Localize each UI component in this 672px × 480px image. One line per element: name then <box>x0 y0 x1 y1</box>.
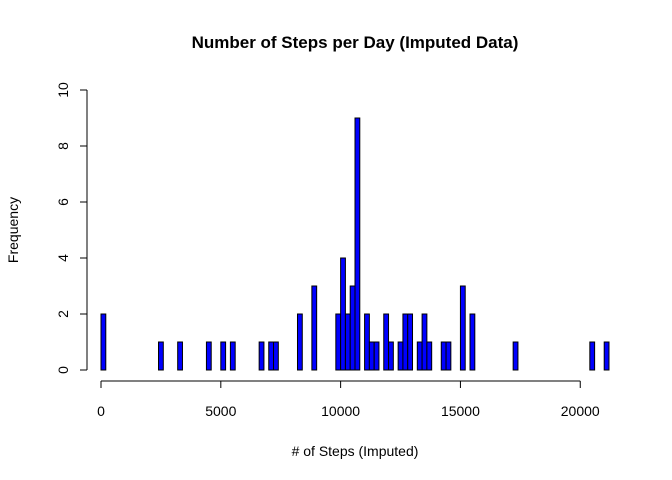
histogram-bar <box>440 341 447 371</box>
histogram-bar <box>388 341 394 371</box>
y-tick-label: 8 <box>55 142 71 150</box>
histogram-bar <box>469 313 476 371</box>
histogram-bar <box>364 313 370 371</box>
histogram-bar <box>407 313 414 371</box>
histogram-bar <box>296 313 303 371</box>
x-axis-label: # of Steps (Imputed) <box>292 443 419 459</box>
histogram-bar <box>512 341 519 371</box>
y-axis: 0 2 4 6 8 10 <box>55 82 88 374</box>
histogram-bar <box>589 341 596 371</box>
histogram-bar <box>100 313 107 371</box>
histogram-bar <box>402 313 409 371</box>
y-axis-label: Frequency <box>5 197 21 263</box>
y-tick-label: 2 <box>55 310 71 318</box>
histogram-bar <box>220 341 227 371</box>
histogram-bar <box>397 341 404 371</box>
x-tick-label: 0 <box>97 403 105 419</box>
histogram-bar <box>340 257 346 371</box>
histogram-bar <box>426 341 433 371</box>
chart-title: Number of Steps per Day (Imputed Data) <box>192 33 519 52</box>
histogram-bar <box>311 285 318 371</box>
y-tick-label: 10 <box>55 82 71 98</box>
histogram-bar <box>421 313 428 371</box>
histogram-bar <box>273 341 279 371</box>
histogram-bar <box>335 313 342 371</box>
y-tick-label: 6 <box>55 198 71 206</box>
histogram-bar <box>368 341 375 371</box>
histogram-bar <box>258 341 265 371</box>
y-tick-label: 4 <box>55 254 71 262</box>
x-tick-label: 5000 <box>205 403 236 419</box>
histogram-bar <box>354 117 361 371</box>
histogram-bar <box>603 341 610 371</box>
x-tick-label: 20000 <box>561 403 600 419</box>
histogram-bar <box>373 341 380 371</box>
histogram-bar <box>383 313 390 371</box>
histogram-bar <box>158 341 164 371</box>
x-tick-label: 15000 <box>441 403 480 419</box>
histogram-bar <box>229 341 236 371</box>
histogram-bar <box>459 285 466 371</box>
histogram-bar <box>177 341 183 371</box>
histogram-bar <box>349 285 356 371</box>
histogram-bar <box>344 313 351 371</box>
y-tick-label: 0 <box>55 366 71 374</box>
histogram-bar <box>205 341 212 371</box>
histogram-bar <box>416 341 423 371</box>
bars-group <box>100 117 610 371</box>
x-axis: 0 5000 10000 15000 20000 <box>97 380 600 419</box>
x-tick-label: 10000 <box>321 403 360 419</box>
histogram-bar <box>268 341 275 371</box>
histogram-bar <box>445 341 452 371</box>
